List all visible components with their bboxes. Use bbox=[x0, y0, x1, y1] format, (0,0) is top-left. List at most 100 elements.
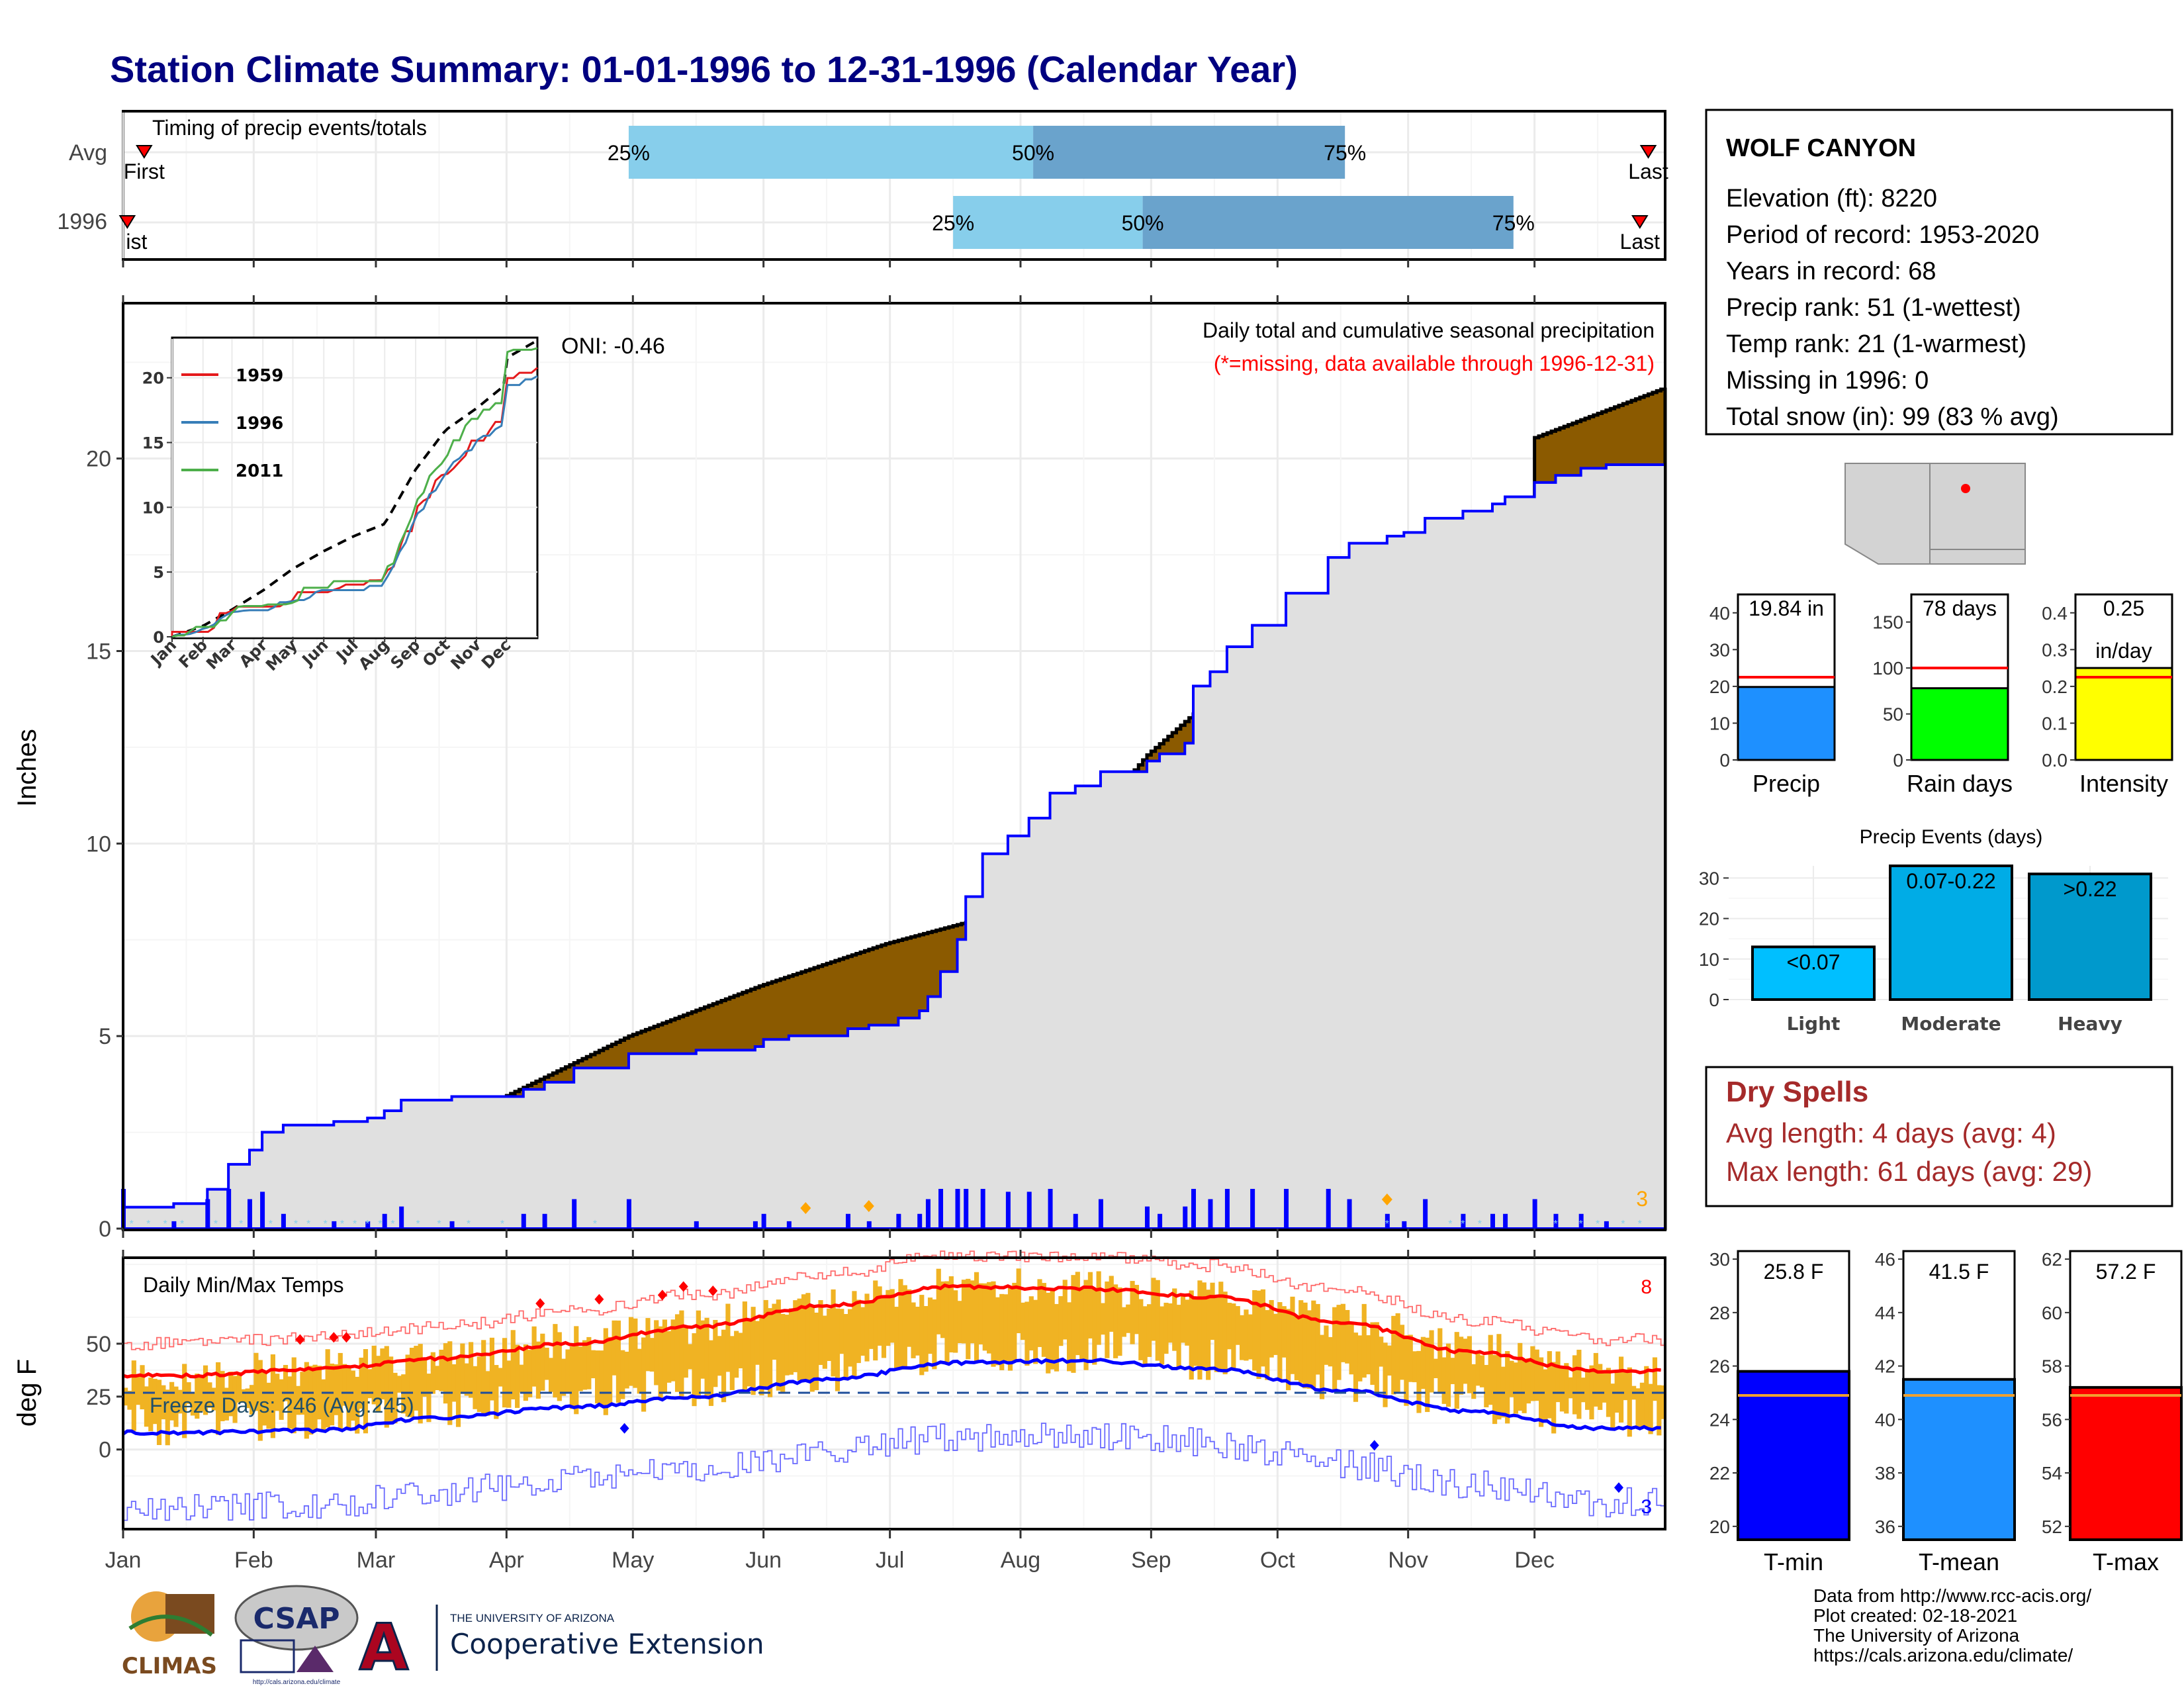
temp-summary-y-label: 54 bbox=[2042, 1463, 2062, 1483]
daily-temp-bar bbox=[435, 1366, 440, 1391]
daily-temp-bar bbox=[1585, 1370, 1590, 1410]
map-state-border-area bbox=[1929, 549, 2026, 565]
dry-spells-avg: Avg length: 4 days (avg: 4) bbox=[1726, 1117, 2056, 1149]
daily-temp-bar bbox=[1163, 1303, 1169, 1354]
daily-temp-bar bbox=[835, 1308, 841, 1391]
daily-temp-bar bbox=[447, 1341, 453, 1425]
daily-temp-bar bbox=[1551, 1362, 1557, 1434]
daily-temp-bar bbox=[1383, 1342, 1388, 1407]
daily-temp-bar bbox=[674, 1314, 680, 1392]
daily-temp-bar bbox=[224, 1387, 229, 1421]
daily-temp-bar bbox=[405, 1354, 410, 1417]
daily-precip-bar bbox=[626, 1199, 631, 1229]
daily-temp-bar bbox=[363, 1349, 369, 1434]
daily-temp-bar bbox=[359, 1357, 364, 1409]
extreme-precip-marker bbox=[1381, 1194, 1392, 1205]
daily-temp-bar bbox=[1206, 1289, 1211, 1380]
daily-precip-bar bbox=[1073, 1213, 1078, 1229]
daily-temp-bar bbox=[1121, 1307, 1126, 1337]
month-axis: Jan Feb Mar Apr May Jun Jul Aug Sep Oct Nov Dec bbox=[105, 1250, 1555, 1573]
daily-temp-bar bbox=[628, 1317, 634, 1386]
daily-temp-bar bbox=[1286, 1309, 1291, 1391]
daily-temp-bar bbox=[1050, 1291, 1055, 1370]
daily-temp-bar bbox=[1248, 1314, 1253, 1360]
daily-temp-bar bbox=[784, 1315, 790, 1376]
summary-bar-rain-days bbox=[1910, 687, 2009, 761]
daily-temp-bar bbox=[1201, 1282, 1206, 1369]
events-bar-label: >0.22 bbox=[2064, 877, 2117, 901]
temp-y-tick-label: 0 bbox=[99, 1438, 111, 1463]
daily-temp-bar bbox=[312, 1364, 318, 1430]
daily-temp-bar bbox=[1518, 1342, 1523, 1411]
daily-temp-bar bbox=[940, 1281, 946, 1338]
ua-block-a-icon: A bbox=[359, 1611, 408, 1685]
credits: Data from http://www.rcc-acis.org/ Plot … bbox=[1813, 1585, 2091, 1665]
daily-temp-bar bbox=[1639, 1382, 1645, 1427]
daily-temp-bar bbox=[822, 1315, 827, 1369]
daily-temp-bar bbox=[257, 1360, 263, 1441]
temp-summary-y-label: 22 bbox=[1709, 1463, 1730, 1483]
daily-temp-bar bbox=[932, 1299, 937, 1370]
timing-bar-q1 bbox=[628, 126, 1034, 179]
daily-temp-bar bbox=[1593, 1352, 1598, 1407]
daily-temp-bar bbox=[1240, 1315, 1245, 1360]
daily-temp-bar bbox=[1568, 1377, 1573, 1399]
daily-temp-bar bbox=[1454, 1332, 1459, 1409]
temp-summary-y-label: 52 bbox=[2042, 1517, 2062, 1537]
daily-temp-bar bbox=[970, 1280, 975, 1344]
daily-temp-bar bbox=[245, 1388, 250, 1409]
daily-precip-bar bbox=[761, 1213, 766, 1229]
daily-precip-bar bbox=[1224, 1189, 1230, 1229]
daily-temp-bar bbox=[1361, 1303, 1367, 1378]
daily-temp-bar bbox=[510, 1330, 516, 1400]
daily-temp-bar bbox=[768, 1308, 773, 1397]
daily-temp-bar bbox=[414, 1346, 419, 1411]
daily-temp-bar bbox=[831, 1289, 836, 1377]
daily-temp-bar bbox=[620, 1350, 625, 1399]
daily-temp-bar bbox=[1067, 1302, 1072, 1372]
daily-temp-bar bbox=[401, 1374, 406, 1414]
daily-temp-bar bbox=[641, 1337, 647, 1412]
footer-logos: CLIMAS CSAP http://cals.arizona.edu/clim… bbox=[122, 1585, 764, 1686]
record-high-marker bbox=[535, 1298, 545, 1309]
events-bars: 0 10 20 30 <0.07 Light 0.07-0.22 Moderate >0.22 H… bbox=[1699, 865, 2168, 1035]
daily-temp-bar bbox=[291, 1357, 296, 1434]
daily-temp-bar bbox=[688, 1344, 693, 1370]
daily-temp-bar bbox=[1648, 1383, 1653, 1434]
snow-asterisk: * bbox=[416, 1219, 420, 1230]
daily-temp-bar bbox=[1614, 1370, 1619, 1413]
station-detail-line: Total snow (in): 99 (83 % avg) bbox=[1726, 403, 2059, 431]
daily-precip-bar bbox=[449, 1221, 455, 1229]
daily-temp-bar bbox=[1357, 1335, 1363, 1382]
daily-temp-bar bbox=[612, 1320, 617, 1376]
csap-cloud-shape bbox=[234, 1585, 359, 1651]
daily-temp-bar bbox=[1408, 1335, 1413, 1382]
daily-temp-bar bbox=[1062, 1280, 1068, 1340]
daily-temp-bar bbox=[1627, 1367, 1632, 1437]
temp-summary-charts: 20 22 24 26 28 30 25.8 F T-min 36 38 40 42 44 46 41.5 … bbox=[1709, 1249, 2183, 1575]
month-label: Jun bbox=[745, 1548, 782, 1573]
daily-temp-bar bbox=[1467, 1336, 1472, 1393]
daily-temp-bar bbox=[615, 1320, 621, 1403]
summary-y-tick-label: 0 bbox=[1893, 750, 1903, 771]
daily-temp-bar bbox=[1185, 1299, 1190, 1346]
snow-asterisk: * bbox=[306, 1219, 310, 1230]
locator-map bbox=[1843, 461, 2030, 565]
daily-temp-bar bbox=[515, 1344, 520, 1408]
credit-plot-created: Plot created: 02-18-2021 bbox=[1813, 1605, 2017, 1626]
daily-temp-bar bbox=[1459, 1336, 1464, 1395]
month-label: Dec bbox=[1514, 1548, 1554, 1573]
dry-spells-max: Max length: 61 days (avg: 29) bbox=[1726, 1156, 2092, 1187]
daily-temp-bar bbox=[780, 1313, 786, 1392]
first-event-marker bbox=[118, 215, 136, 229]
station-info-frame bbox=[1705, 109, 2173, 436]
daily-temp-bar bbox=[325, 1349, 330, 1428]
record-high-marker bbox=[295, 1334, 305, 1345]
inset-y-label: 0 bbox=[153, 628, 164, 647]
daily-temp-bar bbox=[1096, 1271, 1101, 1345]
daily-temp-bar bbox=[898, 1279, 903, 1369]
daily-temp-bar bbox=[455, 1358, 461, 1427]
temp-summary-y-label: 24 bbox=[1709, 1409, 1730, 1430]
avg-max-line bbox=[122, 1283, 1661, 1379]
